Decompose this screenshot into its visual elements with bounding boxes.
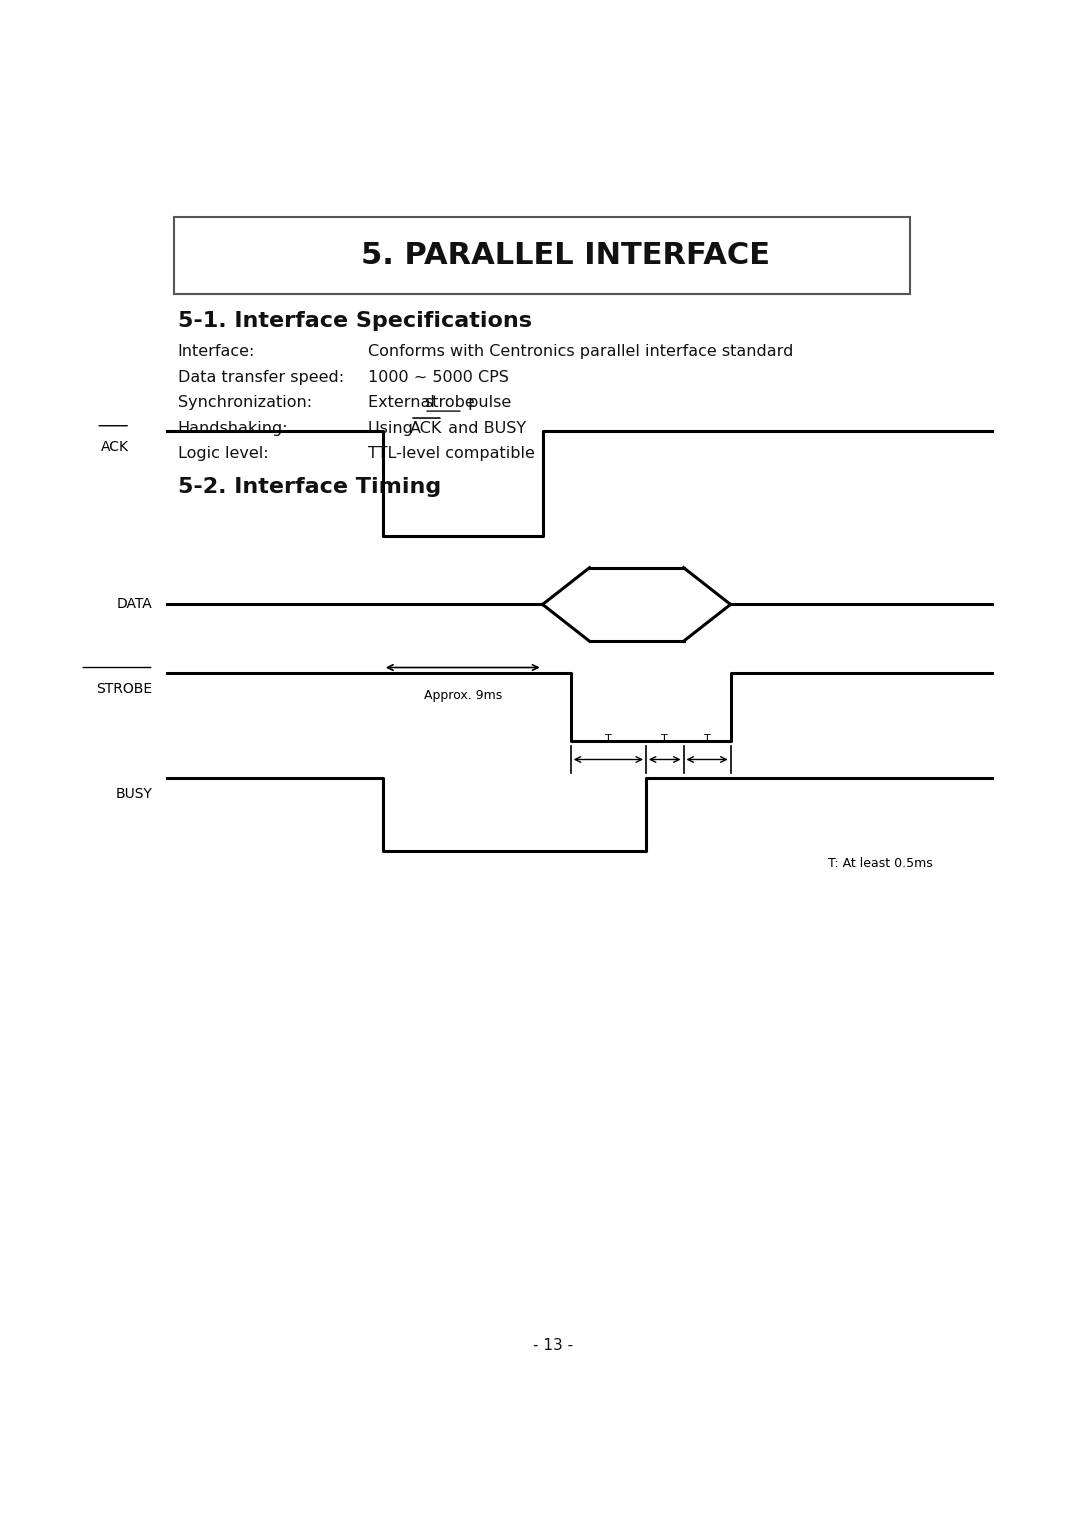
Text: T: T	[704, 734, 711, 744]
Text: Synchronization:: Synchronization:	[177, 396, 312, 411]
Text: TTL-level compatible: TTL-level compatible	[367, 446, 535, 461]
Text: 1000 ~ 5000 CPS: 1000 ~ 5000 CPS	[367, 369, 509, 385]
Text: ACK: ACK	[102, 440, 130, 454]
Text: BUSY: BUSY	[116, 786, 152, 800]
Text: External: External	[367, 396, 440, 411]
Text: pulse: pulse	[463, 396, 511, 411]
Text: T: T	[605, 734, 611, 744]
Text: 5-2. Interface Timing: 5-2. Interface Timing	[177, 477, 441, 497]
Text: DATA: DATA	[117, 598, 152, 612]
Text: ACK: ACK	[410, 420, 443, 435]
Text: T: T	[661, 734, 669, 744]
Text: Handshaking:: Handshaking:	[177, 420, 288, 435]
Text: STROBE: STROBE	[96, 682, 152, 696]
Text: 5-1. Interface Specifications: 5-1. Interface Specifications	[177, 311, 531, 331]
Text: Conforms with Centronics parallel interface standard: Conforms with Centronics parallel interf…	[367, 345, 793, 359]
Text: Using: Using	[367, 420, 418, 435]
Text: 5. PARALLEL INTERFACE: 5. PARALLEL INTERFACE	[361, 241, 770, 270]
Text: and BUSY: and BUSY	[443, 420, 526, 435]
Text: PARALLEL: PARALLEL	[1049, 770, 1063, 840]
FancyBboxPatch shape	[174, 218, 910, 294]
Text: T: At least 0.5ms: T: At least 0.5ms	[828, 857, 933, 869]
Text: Approx. 9ms: Approx. 9ms	[423, 688, 502, 702]
Text: Interface:: Interface:	[177, 345, 255, 359]
Text: Data transfer speed:: Data transfer speed:	[177, 369, 343, 385]
Text: strobe: strobe	[424, 396, 475, 411]
Text: - 13 -: - 13 -	[534, 1338, 573, 1352]
Text: Logic level:: Logic level:	[177, 446, 268, 461]
